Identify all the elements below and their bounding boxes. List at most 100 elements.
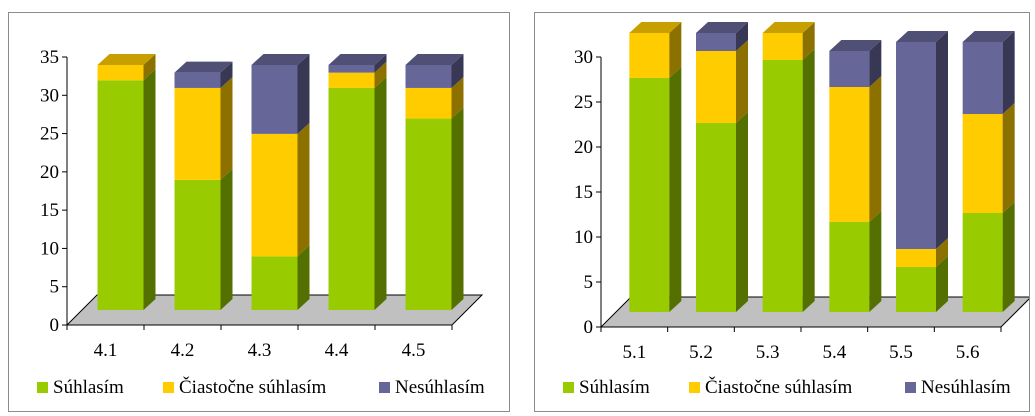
bar-suhlasim-5.5 <box>896 267 936 312</box>
bar-top-4.5 <box>405 53 464 65</box>
bar-ciastocne-4.2 <box>174 87 221 180</box>
y-tick-label: 5 <box>50 277 60 298</box>
bar-ciastocne-5.5 <box>896 249 936 267</box>
bar-suhlasim-4.3 <box>251 256 298 310</box>
legend-swatch-ciastocne <box>163 382 174 393</box>
y-tick-label: 30 <box>574 47 593 68</box>
bar-side-ciastocne-4.2 <box>220 76 233 180</box>
chart-panel-left: 0 5 10 15 20 25 30 35 4.1 4.2 4.3 4.4 4.5 Súhlasím Čia… <box>8 12 510 412</box>
chart-panel-right: 0 5 10 15 20 25 30 5.1 5.2 5.3 5.4 5.5 5.6 Súhlasím Či… <box>534 12 1033 412</box>
bar-side-nesuhlasim-5.4 <box>869 40 882 87</box>
bar-top-4.1 <box>97 53 156 65</box>
x-tick-label-5.6: 5.6 <box>956 342 980 363</box>
bar-side-ciastocne-5.2 <box>736 40 748 123</box>
legend-label-suhlasim: Súhlasím <box>53 377 124 398</box>
bar-top-5.4 <box>829 40 882 51</box>
bar-suhlasim-4.1 <box>97 80 144 311</box>
bar-side-ciastocne-5.3 <box>802 22 815 60</box>
bar-side-suhlasim-5.5 <box>936 256 948 312</box>
y-tick-label: 25 <box>40 124 59 145</box>
chart-4: 0 5 10 15 20 25 30 35 4.1 4.2 4.3 4.4 4.5 Súhlasím Čia… <box>37 47 485 398</box>
bar-suhlasim-4.4 <box>328 87 375 310</box>
legend-swatch-ciastocne <box>689 382 700 393</box>
bar-ciastocne-4.3 <box>251 133 298 257</box>
bar-ciastocne-5.4 <box>829 87 870 222</box>
legend-swatch-suhlasim <box>37 382 48 393</box>
legend-swatch-nesuhlasim <box>905 382 916 393</box>
bar-side-ciastocne-4.1 <box>143 53 156 81</box>
bar-side-suhlasim-5.6 <box>1002 202 1015 312</box>
bar-top-5.3 <box>762 22 815 33</box>
y-tick-label: 10 <box>40 238 59 259</box>
x-tick-label-4.3: 4.3 <box>248 340 272 361</box>
bar-nesuhlasim-4.3 <box>251 64 298 134</box>
bar-suhlasim-5.2 <box>696 123 736 312</box>
bar-nesuhlasim-5.2 <box>696 33 736 51</box>
bar-suhlasim-4.5 <box>405 118 452 310</box>
bar-ciastocne-5.1 <box>629 33 670 78</box>
bar-side-nesuhlasim-5.2 <box>736 22 748 51</box>
y-tick-label: 35 <box>40 47 59 68</box>
bar-side-nesuhlasim-4.4 <box>374 53 387 73</box>
x-tick-label-5.4: 5.4 <box>822 342 846 363</box>
legend-label-ciastocne: Čiastočne súhlasím <box>179 376 326 398</box>
legend-label-nesuhlasim: Nesúhlasím <box>395 377 485 398</box>
bar-suhlasim-5.3 <box>762 60 803 312</box>
bar-ciastocne-5.3 <box>762 33 803 60</box>
bar-nesuhlasim-5.5 <box>896 42 936 249</box>
bar-nesuhlasim-5.4 <box>829 51 870 87</box>
y-tick-label: 15 <box>574 182 593 203</box>
bar-side-ciastocne-4.3 <box>297 122 310 257</box>
y-tick-label: 15 <box>40 200 59 221</box>
bar-suhlasim-5.6 <box>962 213 1003 312</box>
bar-ciastocne-5.2 <box>696 51 736 123</box>
bar-nesuhlasim-5.6 <box>962 42 1003 114</box>
bar-side-ciastocne-5.1 <box>669 22 682 78</box>
y-tick-label: 0 <box>584 317 594 338</box>
x-tick-label-5.1: 5.1 <box>622 342 646 363</box>
chart-5: 0 5 10 15 20 25 30 5.1 5.2 5.3 5.4 5.5 5.6 Súhlasím Či… <box>563 22 1033 398</box>
bar-top-5.1 <box>629 22 682 33</box>
x-tick-label-4.2: 4.2 <box>171 340 195 361</box>
bar-side-nesuhlasim-5.6 <box>1002 31 1015 114</box>
legend-label-suhlasim: Súhlasím <box>579 377 650 398</box>
y-tick-label: 25 <box>574 92 593 113</box>
bar-side-nesuhlasim-4.5 <box>451 53 464 88</box>
bar-top-5.6 <box>962 31 1015 42</box>
legend-label-ciastocne: Čiastočne súhlasím <box>705 376 852 398</box>
bar-side-nesuhlasim-4.2 <box>220 61 233 88</box>
y-tick-label: 20 <box>574 137 593 158</box>
bar-top-5.5 <box>896 31 948 42</box>
bar-side-suhlasim-5.3 <box>802 49 815 312</box>
y-tick-label: 20 <box>40 162 59 183</box>
bar-side-nesuhlasim-4.3 <box>297 53 310 134</box>
bar-nesuhlasim-4.4 <box>328 64 375 73</box>
y-tick-label: 10 <box>574 227 593 248</box>
bar-side-suhlasim-4.2 <box>220 168 233 310</box>
bar-side-ciastocne-5.4 <box>869 76 882 222</box>
bar-side-ciastocne-4.5 <box>451 76 464 119</box>
bar-nesuhlasim-4.5 <box>405 64 452 88</box>
bar-ciastocne-4.5 <box>405 87 452 119</box>
bar-side-ciastocne-4.4 <box>374 61 387 88</box>
bar-ciastocne-5.6 <box>962 114 1003 213</box>
bar-top-4.3 <box>251 53 310 65</box>
bar-side-suhlasim-5.1 <box>669 67 682 312</box>
bar-side-nesuhlasim-5.5 <box>936 31 948 249</box>
x-tick-label-4.4: 4.4 <box>325 340 349 361</box>
x-tick-label-5.2: 5.2 <box>689 342 713 363</box>
bar-top-5.2 <box>696 22 748 33</box>
bar-side-suhlasim-4.5 <box>451 107 464 310</box>
bar-suhlasim-4.2 <box>174 179 221 310</box>
legend-label-nesuhlasim: Nesúhlasím <box>921 377 1011 398</box>
x-tick-label-5.5: 5.5 <box>889 342 913 363</box>
y-tick-label: 5 <box>584 272 594 293</box>
legend-swatch-nesuhlasim <box>379 382 390 393</box>
bar-side-suhlasim-4.4 <box>374 76 387 310</box>
x-tick-label-5.3: 5.3 <box>756 342 780 363</box>
bar-side-suhlasim-5.4 <box>869 211 882 312</box>
bar-suhlasim-5.1 <box>629 78 670 312</box>
bar-suhlasim-5.4 <box>829 222 870 312</box>
bar-ciastocne-4.1 <box>97 64 144 81</box>
bar-side-ciastocne-5.6 <box>1002 103 1015 213</box>
